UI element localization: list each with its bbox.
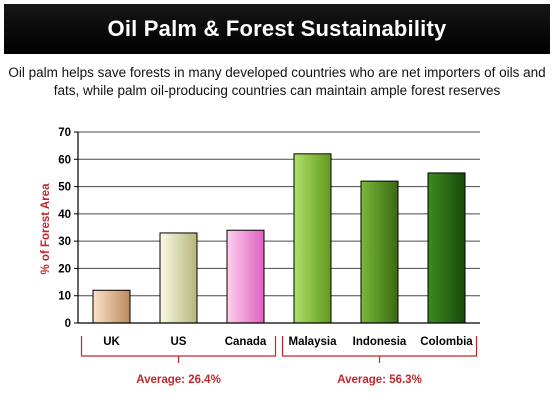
y-tick-label: 10 (58, 291, 71, 303)
average-label: Average: 26.4% (136, 374, 221, 386)
y-tick-label: 30 (58, 236, 71, 248)
axes (74, 131, 480, 324)
title-bar: Oil Palm & Forest Sustainability (4, 4, 550, 54)
y-tick-label: 40 (58, 209, 71, 221)
y-tick-label: 60 (58, 154, 71, 166)
page-title: Oil Palm & Forest Sustainability (107, 16, 447, 41)
average-bracket (281, 336, 478, 363)
bar-series (92, 153, 466, 324)
y-tick-label: 0 (65, 318, 71, 330)
x-tick-labels: UK US Canada Malaysia Indonesia Colombia (103, 336, 473, 348)
x-tick-label: Indonesia (353, 336, 407, 348)
y-tick-label: 20 (58, 263, 71, 275)
x-tick-label: UK (103, 336, 120, 348)
bar-colombia (427, 172, 466, 324)
grid-lines (78, 131, 480, 297)
average-groups: Average: 26.4% Average: 56.3% (80, 336, 478, 386)
average-label: Average: 56.3% (337, 374, 422, 386)
x-tick-label: Colombia (420, 336, 473, 348)
x-tick-label: US (171, 336, 187, 348)
bar-malaysia (293, 153, 332, 324)
y-axis-label: % of Forest Area (40, 183, 52, 275)
y-tick-labels: 0 10 20 30 40 50 60 70 (58, 127, 71, 330)
x-tick-label: Canada (225, 336, 267, 348)
bar-indonesia (360, 180, 399, 324)
average-bracket (80, 336, 277, 363)
y-tick-label: 70 (58, 127, 71, 139)
bar-canada (226, 229, 265, 324)
y-tick-label: 50 (58, 182, 71, 194)
bar-uk (92, 289, 131, 324)
x-tick-label: Malaysia (289, 336, 338, 348)
bar-us (159, 232, 198, 324)
page-subtitle: Oil palm helps save forests in many deve… (8, 65, 546, 98)
